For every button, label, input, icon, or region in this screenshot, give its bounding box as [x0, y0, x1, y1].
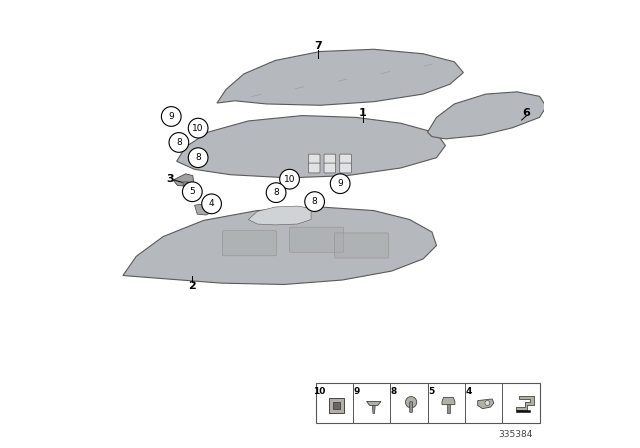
Text: 10: 10: [193, 124, 204, 133]
Polygon shape: [372, 405, 375, 414]
FancyBboxPatch shape: [324, 154, 335, 164]
Circle shape: [188, 118, 208, 138]
Text: 8: 8: [195, 153, 201, 162]
Circle shape: [406, 396, 417, 408]
FancyBboxPatch shape: [289, 227, 344, 252]
Polygon shape: [442, 397, 455, 405]
FancyBboxPatch shape: [340, 154, 351, 164]
Polygon shape: [177, 116, 445, 178]
Circle shape: [161, 107, 181, 126]
Text: 5: 5: [428, 387, 434, 396]
Text: 1: 1: [358, 108, 367, 118]
Polygon shape: [516, 396, 534, 410]
Circle shape: [169, 133, 189, 152]
FancyBboxPatch shape: [308, 154, 320, 164]
FancyBboxPatch shape: [410, 402, 413, 412]
Circle shape: [280, 169, 300, 189]
Circle shape: [182, 182, 202, 202]
FancyBboxPatch shape: [340, 163, 351, 173]
Text: 3: 3: [166, 174, 173, 184]
FancyBboxPatch shape: [324, 163, 335, 173]
Polygon shape: [428, 92, 546, 139]
Text: 4: 4: [465, 387, 472, 396]
Polygon shape: [183, 182, 188, 193]
Text: 8: 8: [273, 188, 279, 197]
FancyBboxPatch shape: [333, 402, 340, 409]
FancyBboxPatch shape: [516, 410, 531, 412]
Text: 8: 8: [390, 387, 397, 396]
Polygon shape: [195, 203, 212, 215]
Circle shape: [188, 148, 208, 168]
Text: 8: 8: [312, 197, 317, 206]
Polygon shape: [477, 399, 494, 409]
Polygon shape: [248, 206, 311, 225]
Polygon shape: [173, 174, 194, 186]
Text: 9: 9: [168, 112, 174, 121]
Text: 7: 7: [314, 41, 322, 51]
Circle shape: [266, 183, 286, 202]
Text: 9: 9: [337, 179, 343, 188]
FancyBboxPatch shape: [329, 398, 344, 413]
FancyBboxPatch shape: [447, 404, 450, 413]
Text: 2: 2: [188, 281, 196, 291]
Polygon shape: [123, 207, 436, 284]
Text: 9: 9: [353, 387, 360, 396]
Text: 10: 10: [313, 387, 325, 396]
Text: 5: 5: [189, 187, 195, 196]
FancyBboxPatch shape: [308, 163, 320, 173]
Circle shape: [485, 401, 490, 405]
Text: 10: 10: [284, 175, 295, 184]
Polygon shape: [217, 49, 463, 105]
FancyBboxPatch shape: [222, 231, 276, 256]
Text: 335384: 335384: [499, 430, 532, 439]
Circle shape: [202, 194, 221, 214]
FancyBboxPatch shape: [316, 383, 540, 423]
FancyBboxPatch shape: [334, 233, 388, 258]
Text: 4: 4: [209, 199, 214, 208]
Text: 6: 6: [522, 108, 530, 118]
Circle shape: [305, 192, 324, 211]
Polygon shape: [367, 401, 381, 405]
Text: 8: 8: [176, 138, 182, 147]
Circle shape: [330, 174, 350, 194]
